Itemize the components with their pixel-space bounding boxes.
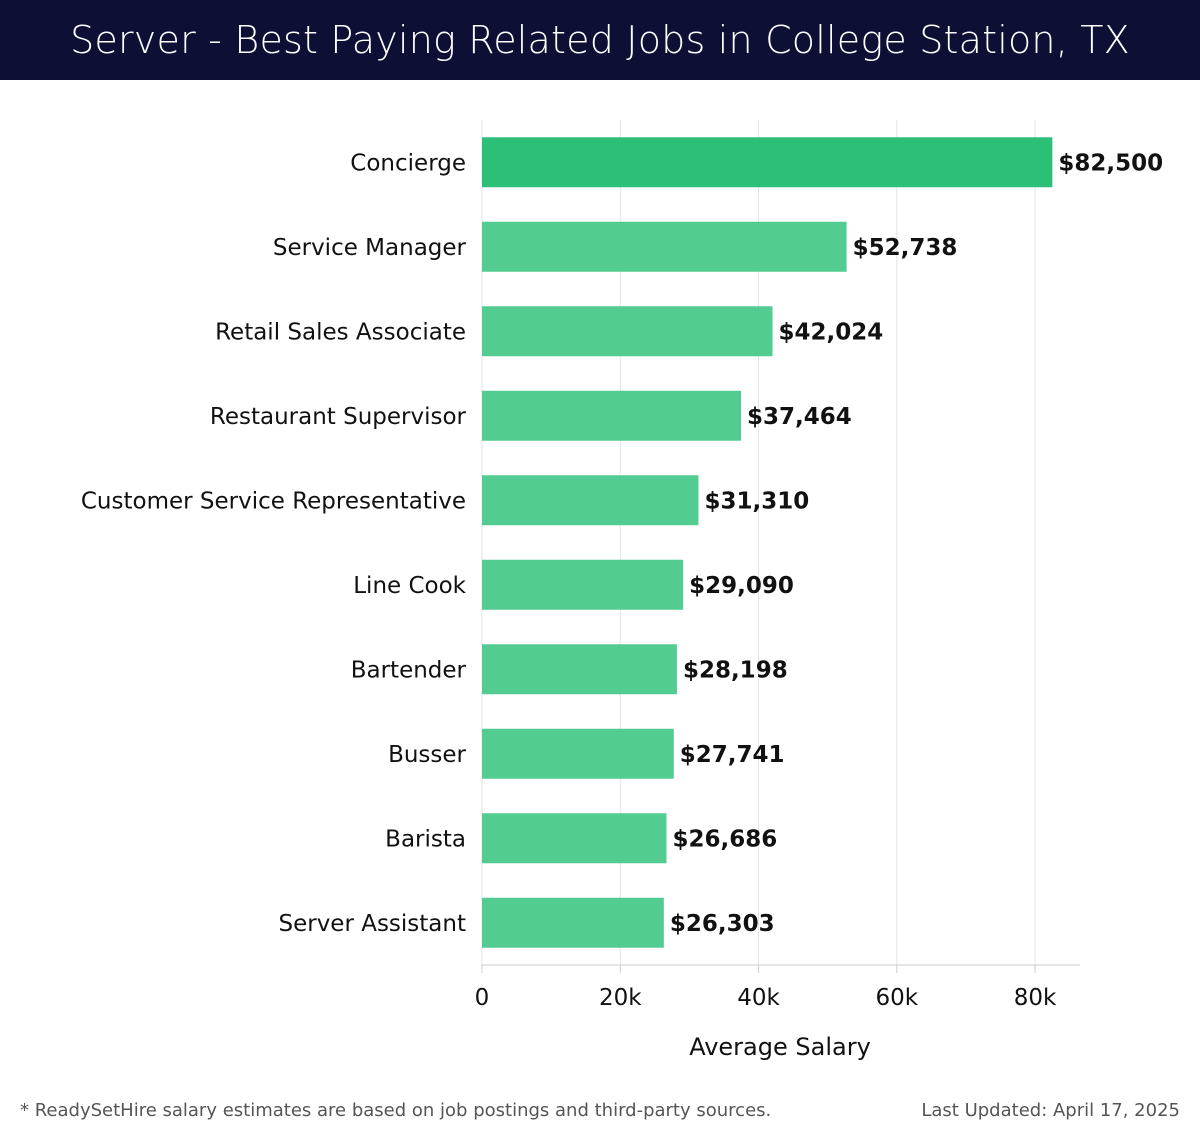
bars bbox=[482, 137, 1053, 948]
bar bbox=[482, 728, 674, 779]
value-label: $27,741 bbox=[680, 742, 785, 768]
x-tick-label: 60k bbox=[876, 985, 919, 1011]
category-label: Bartender bbox=[351, 657, 467, 683]
x-tick-label: 0 bbox=[475, 985, 490, 1011]
category-label: Restaurant Supervisor bbox=[210, 404, 467, 430]
bar bbox=[482, 813, 667, 864]
bar bbox=[482, 390, 741, 441]
salary-bar-chart: Concierge Service Manager Retail Sales Ass… bbox=[81, 120, 1163, 1061]
x-tick-label: 40k bbox=[737, 985, 780, 1011]
bar bbox=[482, 137, 1053, 188]
category-label: Busser bbox=[388, 742, 466, 768]
x-tick-label: 80k bbox=[1014, 985, 1057, 1011]
bar bbox=[482, 221, 847, 272]
value-label: $31,310 bbox=[704, 488, 809, 514]
value-label: $52,738 bbox=[853, 235, 958, 261]
value-label: $26,303 bbox=[670, 911, 775, 937]
value-label: $29,090 bbox=[689, 573, 794, 599]
value-labels: $82,500 $52,738 $42,024 $37,464 $31,310 $29,0… bbox=[670, 150, 1163, 937]
value-label: $42,024 bbox=[779, 319, 884, 345]
value-label: $28,198 bbox=[683, 657, 788, 683]
category-label: Barista bbox=[385, 826, 466, 852]
last-updated: Last Updated: April 17, 2025 bbox=[921, 1100, 1180, 1121]
category-labels: Concierge Service Manager Retail Sales Ass… bbox=[81, 150, 467, 937]
category-label: Service Manager bbox=[273, 235, 467, 261]
x-tick-label: 20k bbox=[599, 985, 642, 1011]
value-label: $82,500 bbox=[1058, 150, 1163, 176]
bar bbox=[482, 475, 699, 526]
category-label: Concierge bbox=[350, 150, 466, 176]
bar bbox=[482, 306, 773, 357]
header-bar: Server - Best Paying Related Jobs in Col… bbox=[0, 0, 1200, 80]
x-axis: 0 20k 40k 60k 80k bbox=[475, 964, 1080, 1011]
x-axis-title: Average Salary bbox=[689, 1033, 871, 1061]
bar bbox=[482, 644, 677, 695]
value-label: $37,464 bbox=[747, 404, 852, 430]
chart-title: Server - Best Paying Related Jobs in Col… bbox=[70, 18, 1130, 62]
category-label: Server Assistant bbox=[278, 911, 466, 937]
footer-note: * ReadySetHire salary estimates are base… bbox=[20, 1100, 772, 1121]
category-label: Retail Sales Associate bbox=[215, 319, 466, 345]
bar bbox=[482, 897, 664, 948]
value-label: $26,686 bbox=[672, 826, 777, 852]
bar bbox=[482, 559, 684, 610]
category-label: Line Cook bbox=[353, 573, 466, 599]
category-label: Customer Service Representative bbox=[81, 488, 466, 514]
